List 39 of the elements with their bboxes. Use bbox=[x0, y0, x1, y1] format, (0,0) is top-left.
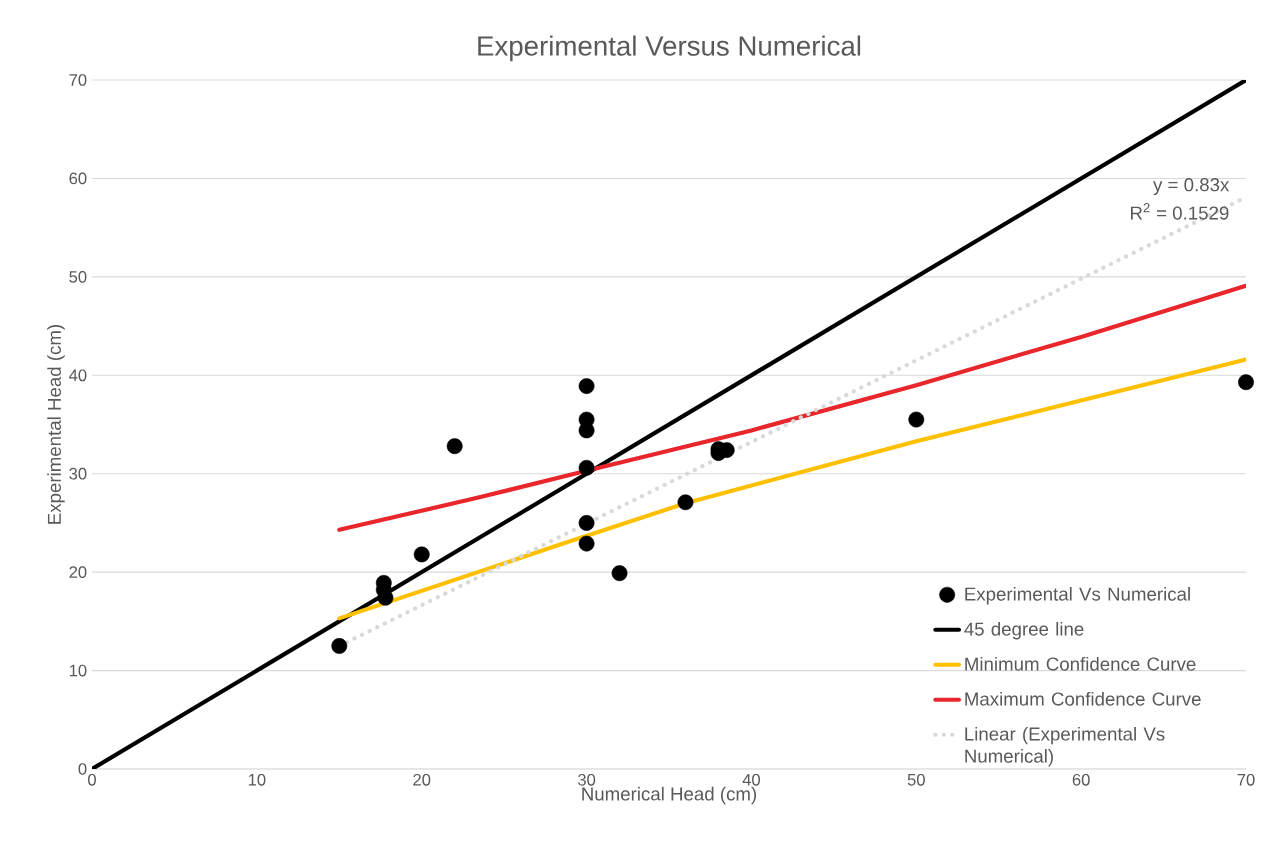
x-tick-label: 0 bbox=[88, 773, 96, 786]
y-tick-label: 70 bbox=[69, 74, 87, 86]
point bbox=[1238, 374, 1254, 391]
x-axis-title: Numerical Head (cm) bbox=[582, 786, 757, 805]
legend-label: Linear (Experimental Vs Numerical) bbox=[965, 726, 1165, 767]
y-axis-title: Experimental Head (cm) bbox=[47, 325, 65, 524]
point bbox=[677, 494, 694, 511]
legend-label: 45 degree line bbox=[964, 621, 1084, 640]
x-tick-label: 20 bbox=[413, 773, 431, 786]
y-tick-label: 40 bbox=[69, 369, 87, 382]
line-series bbox=[337, 357, 1247, 621]
y-tick-label: 10 bbox=[69, 664, 87, 677]
x-tick-label: 70 bbox=[1237, 773, 1255, 786]
legend-label: Maximum Confidence Curve bbox=[965, 691, 1201, 706]
annotation: R$^{2}$ = 0.1529 bbox=[1131, 203, 1229, 220]
y-tick-label: 20 bbox=[69, 566, 87, 579]
y-tick-label: 50 bbox=[69, 270, 87, 283]
point bbox=[331, 638, 348, 654]
point bbox=[578, 535, 595, 552]
annotation: y = 0.83x bbox=[1153, 178, 1230, 196]
line-series bbox=[337, 283, 1247, 532]
point bbox=[578, 378, 595, 394]
point bbox=[611, 565, 628, 582]
y-tick-label: 0 bbox=[78, 763, 87, 775]
point bbox=[578, 459, 595, 476]
chart-title: Experimental Versus Numerical bbox=[478, 35, 861, 62]
legend-label: Minimum Confidence Curve bbox=[965, 656, 1196, 671]
y-tick-label: 60 bbox=[69, 172, 87, 185]
x-tick-label: 30 bbox=[577, 773, 596, 786]
point bbox=[446, 438, 463, 455]
y-tick-label: 30 bbox=[69, 467, 87, 480]
x-tick-label: 60 bbox=[1072, 773, 1090, 786]
x-tick-label: 10 bbox=[248, 773, 266, 786]
point bbox=[908, 411, 925, 428]
x-tick-label: 40 bbox=[742, 773, 761, 786]
legend-label: Experimental Vs Numerical bbox=[965, 586, 1190, 605]
point bbox=[578, 515, 595, 531]
x-tick-label: 50 bbox=[907, 773, 925, 786]
point bbox=[413, 546, 430, 563]
